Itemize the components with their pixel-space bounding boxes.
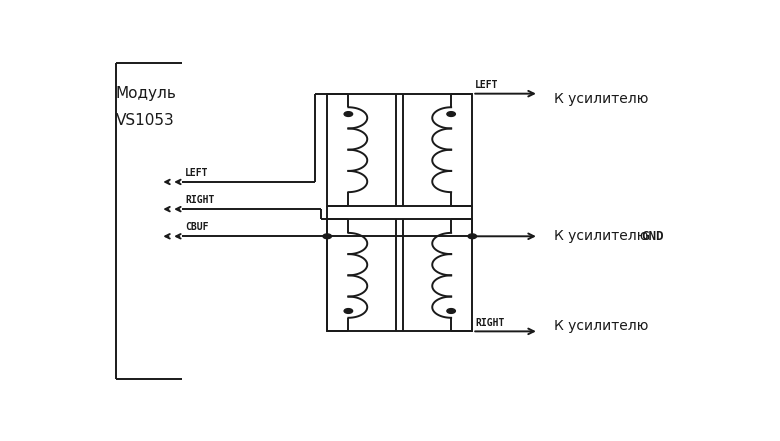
Circle shape [447, 112, 456, 116]
Circle shape [323, 234, 331, 239]
Text: К усилителю: К усилителю [554, 92, 648, 106]
Text: Модуль: Модуль [115, 86, 176, 101]
Circle shape [447, 309, 456, 314]
Circle shape [344, 112, 353, 116]
Bar [328, 219, 473, 331]
Text: RIGHT: RIGHT [475, 318, 505, 328]
Text: К усилителю: К усилителю [554, 229, 653, 243]
Text: LEFT: LEFT [475, 80, 499, 90]
Circle shape [468, 234, 477, 239]
Circle shape [344, 309, 353, 314]
Text: CBUF: CBUF [185, 222, 209, 232]
Bar [328, 93, 473, 206]
Text: VS1053: VS1053 [115, 113, 175, 128]
Text: LEFT: LEFT [185, 168, 209, 178]
Text: GND: GND [642, 230, 664, 243]
Text: К усилителю: К усилителю [554, 319, 648, 333]
Text: RIGHT: RIGHT [185, 195, 214, 205]
